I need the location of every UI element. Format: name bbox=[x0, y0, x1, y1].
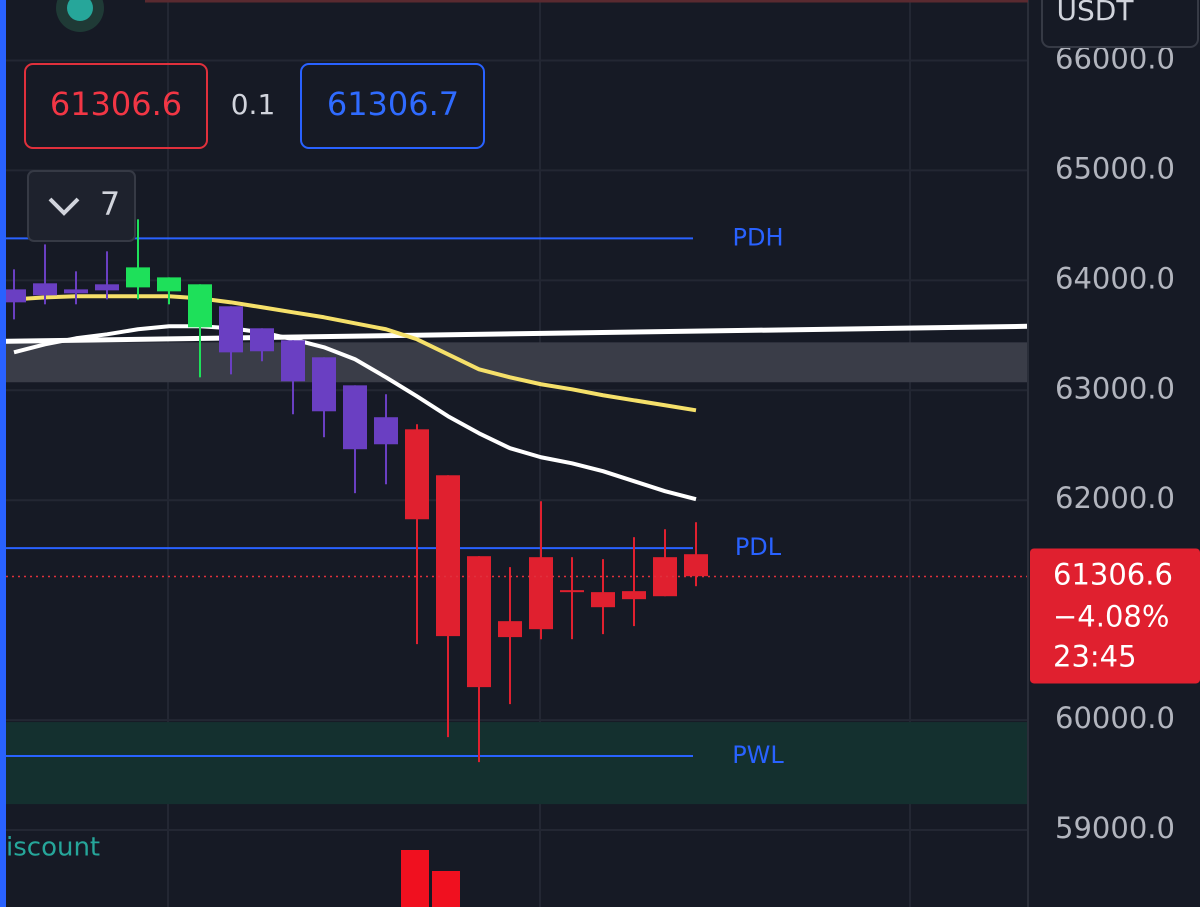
spread: 0.1 bbox=[231, 88, 276, 121]
volume-bar bbox=[401, 850, 429, 907]
candle-body bbox=[219, 306, 243, 353]
candle-body bbox=[33, 283, 57, 296]
candle-body bbox=[405, 429, 429, 520]
level-label: PDH bbox=[733, 223, 784, 251]
candle-body bbox=[64, 289, 88, 294]
y-tick-label: 62000.0 bbox=[1055, 481, 1175, 515]
price-axis bbox=[1028, 0, 1200, 907]
y-tick-label: 63000.0 bbox=[1055, 371, 1175, 405]
symbol: USDT bbox=[1057, 0, 1135, 27]
buy-button[interactable] bbox=[300, 63, 485, 149]
candle-body bbox=[312, 357, 336, 412]
candle-body bbox=[374, 417, 398, 445]
price-badge bbox=[1030, 548, 1200, 684]
y-tick-label: 64000.0 bbox=[1055, 261, 1175, 295]
candle-body bbox=[2, 289, 26, 303]
level-label: PWL bbox=[732, 741, 784, 769]
price-change: −4.08% bbox=[1053, 599, 1169, 633]
symbol-button[interactable] bbox=[1041, 0, 1199, 48]
buy-price: 61306.7 bbox=[327, 85, 459, 123]
candle-body bbox=[529, 557, 553, 630]
candle-body bbox=[436, 475, 460, 637]
candle-body bbox=[250, 328, 274, 352]
candle-body bbox=[343, 385, 367, 450]
candle-body bbox=[281, 340, 305, 382]
candle-body bbox=[467, 556, 491, 688]
candle-body bbox=[591, 592, 615, 608]
trendline bbox=[0, 323, 1029, 344]
zone-label: iscount bbox=[6, 833, 100, 863]
zone bbox=[6, 342, 1028, 383]
level-label: PDL bbox=[735, 533, 782, 561]
interval: 7 bbox=[100, 185, 120, 223]
candle-body bbox=[126, 267, 150, 288]
countdown: 23:45 bbox=[1053, 639, 1137, 673]
y-tick-label: 59000.0 bbox=[1055, 811, 1175, 845]
zone bbox=[6, 722, 1028, 805]
volume-bar bbox=[432, 871, 460, 907]
sell-button[interactable] bbox=[24, 63, 208, 149]
candle-body bbox=[157, 277, 181, 292]
interval-button[interactable] bbox=[27, 170, 136, 242]
candle-body bbox=[95, 284, 119, 291]
last-price: 61306.6 bbox=[1053, 557, 1173, 591]
candle-body bbox=[498, 621, 522, 638]
moving-average bbox=[13, 294, 697, 413]
candle-body bbox=[622, 591, 646, 600]
chevron bbox=[48, 197, 80, 216]
candle-body bbox=[560, 590, 584, 593]
left-edge bbox=[0, 0, 6, 907]
moving-average bbox=[13, 324, 697, 502]
status-dot bbox=[67, 0, 93, 21]
candle-body bbox=[188, 284, 212, 328]
sell-price: 61306.6 bbox=[50, 85, 182, 123]
y-tick-label: 65000.0 bbox=[1055, 151, 1175, 185]
candle-body bbox=[684, 554, 708, 577]
y-tick-label: 60000.0 bbox=[1055, 701, 1175, 735]
